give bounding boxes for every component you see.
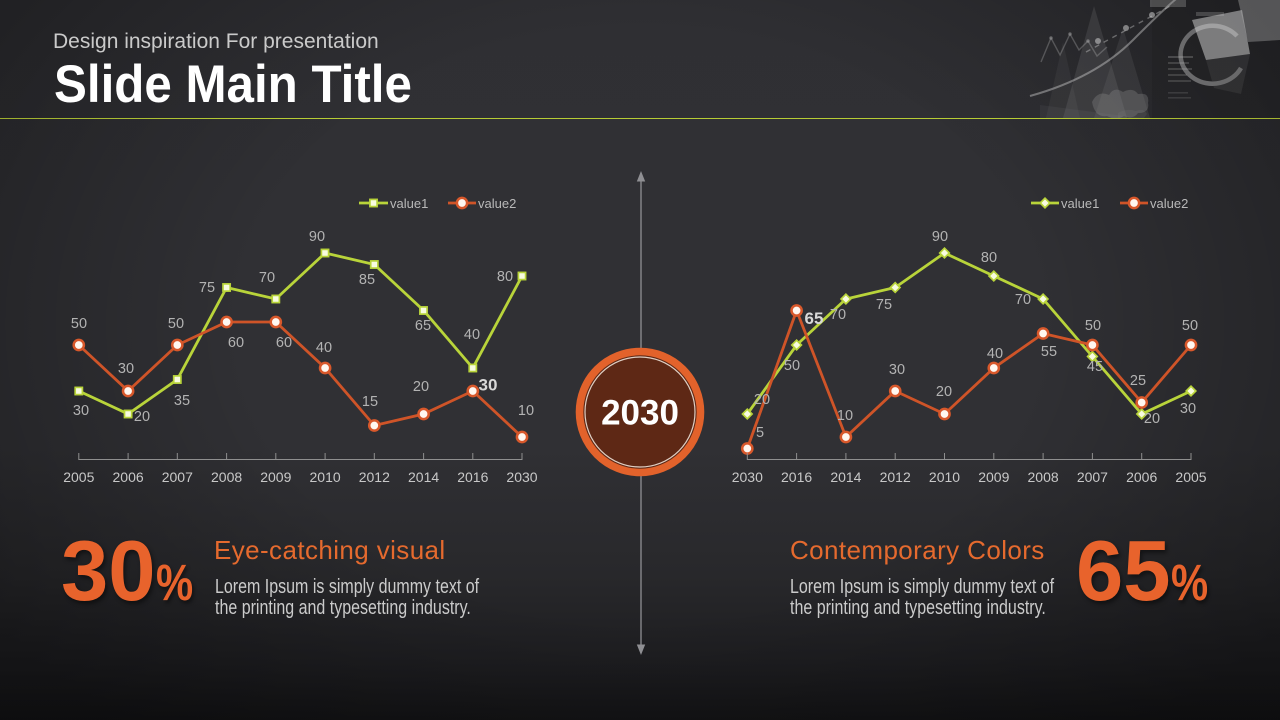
svg-text:30: 30: [889, 362, 905, 378]
svg-text:2014: 2014: [830, 469, 861, 485]
svg-text:2030: 2030: [506, 469, 537, 485]
svg-text:15: 15: [362, 394, 378, 410]
svg-text:60: 60: [276, 335, 292, 351]
svg-text:2007: 2007: [1077, 469, 1108, 485]
svg-text:30: 30: [479, 376, 498, 395]
svg-text:70: 70: [259, 270, 275, 286]
svg-text:value1: value1: [1061, 196, 1099, 211]
svg-text:2009: 2009: [260, 469, 291, 485]
svg-text:65: 65: [805, 309, 824, 328]
svg-text:2012: 2012: [880, 469, 911, 485]
svg-text:2008: 2008: [1028, 469, 1059, 485]
svg-text:70: 70: [1015, 292, 1031, 308]
svg-text:50: 50: [1085, 318, 1101, 334]
svg-text:75: 75: [876, 297, 892, 313]
svg-text:10: 10: [518, 403, 534, 419]
svg-text:2016: 2016: [457, 469, 488, 485]
svg-text:2030: 2030: [601, 394, 679, 433]
svg-text:55: 55: [1041, 344, 1057, 360]
svg-text:75: 75: [199, 280, 215, 296]
svg-text:40: 40: [464, 327, 480, 343]
svg-text:50: 50: [1182, 318, 1198, 334]
svg-text:2005: 2005: [63, 469, 94, 485]
svg-text:2016: 2016: [781, 469, 812, 485]
svg-text:2030: 2030: [732, 469, 763, 485]
svg-text:value2: value2: [1150, 196, 1188, 211]
svg-text:50: 50: [168, 316, 184, 332]
svg-text:65: 65: [415, 318, 431, 334]
svg-text:20: 20: [754, 392, 770, 408]
svg-text:2010: 2010: [310, 469, 341, 485]
svg-text:2009: 2009: [978, 469, 1009, 485]
svg-text:45: 45: [1087, 359, 1103, 375]
svg-text:85: 85: [359, 272, 375, 288]
svg-text:2014: 2014: [408, 469, 439, 485]
svg-text:30: 30: [1180, 401, 1196, 417]
svg-text:20: 20: [936, 384, 952, 400]
svg-text:80: 80: [981, 250, 997, 266]
svg-text:2007: 2007: [162, 469, 193, 485]
svg-text:20: 20: [1144, 411, 1160, 427]
svg-text:20: 20: [134, 409, 150, 425]
svg-text:2010: 2010: [929, 469, 960, 485]
svg-text:10: 10: [837, 408, 853, 424]
svg-text:90: 90: [309, 229, 325, 245]
svg-text:25: 25: [1130, 373, 1146, 389]
svg-text:2005: 2005: [1175, 469, 1206, 485]
svg-text:value2: value2: [478, 196, 516, 211]
svg-text:30: 30: [118, 361, 134, 377]
svg-text:50: 50: [71, 316, 87, 332]
svg-text:30: 30: [73, 403, 89, 419]
svg-text:40: 40: [316, 340, 332, 356]
svg-text:35: 35: [174, 393, 190, 409]
svg-text:5: 5: [756, 425, 764, 441]
svg-text:80: 80: [497, 269, 513, 285]
svg-text:50: 50: [784, 358, 800, 374]
svg-text:70: 70: [830, 307, 846, 323]
svg-text:2006: 2006: [113, 469, 144, 485]
svg-text:90: 90: [932, 229, 948, 245]
svg-text:20: 20: [413, 379, 429, 395]
svg-text:2012: 2012: [359, 469, 390, 485]
svg-text:value1: value1: [390, 196, 428, 211]
svg-text:2006: 2006: [1126, 469, 1157, 485]
svg-text:40: 40: [987, 346, 1003, 362]
svg-text:2008: 2008: [211, 469, 242, 485]
svg-text:60: 60: [228, 335, 244, 351]
